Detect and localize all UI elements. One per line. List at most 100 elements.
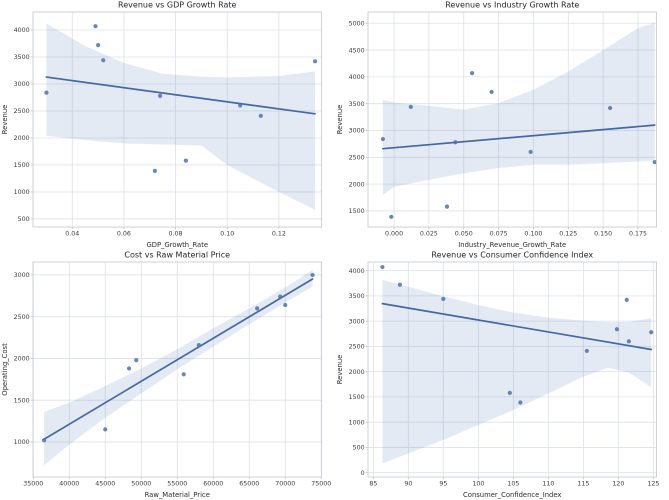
- x-tick-label: 0.175: [628, 231, 646, 238]
- data-point: [41, 438, 47, 443]
- y-tick-label: 4000: [14, 27, 30, 34]
- x-axis-label: Consumer_Confidence_Index: [463, 491, 561, 499]
- data-point: [283, 302, 288, 308]
- data-point: [258, 113, 263, 118]
- y-tick-label: 1500: [14, 162, 30, 169]
- data-point: [238, 103, 243, 108]
- x-tick-label: 0.04: [65, 231, 79, 238]
- data-point: [489, 89, 494, 94]
- data-point: [388, 214, 393, 219]
- y-tick-label: 1500: [348, 394, 364, 401]
- x-tick-label: 60000: [203, 481, 223, 488]
- data-point: [157, 93, 163, 98]
- chart-cell-revenue-vs-industry-growth-rate: 0.000 0.025 0.050 0.075 0.100 0.125 0.150 0.175…: [335, 0, 669, 250]
- chart-cell-revenue-vs-consumer-confidence-index: 85 90 95 100 105 110 115 120 125 0 500 1000 1500 2000…: [335, 250, 669, 500]
- x-axis-label: Industry_Revenue_Growth_Rate: [458, 241, 566, 249]
- chart-cost-vs-raw-material-price: 35000 40000 45000 50000 55000 60000 65000 70000…: [1, 251, 331, 499]
- data-point: [95, 42, 101, 48]
- x-tick-label: 0.06: [117, 231, 131, 238]
- data-point: [648, 330, 653, 335]
- plot-area: [33, 12, 322, 227]
- x-tick-label: 0.125: [559, 231, 577, 238]
- data-point: [152, 168, 158, 174]
- x-axis-label: Raw_Material_Price: [145, 491, 210, 499]
- x-tick-label: 55000: [167, 481, 187, 488]
- chart-title: Revenue vs GDP Growth Rate: [118, 1, 236, 10]
- data-point: [624, 297, 629, 302]
- data-point: [44, 90, 49, 95]
- data-point: [310, 272, 315, 278]
- y-axis-label: Revenue: [335, 105, 343, 135]
- chart-title: Revenue vs Industry Growth Rate: [445, 1, 579, 10]
- chart-title: Revenue vs Consumer Confidence Index: [431, 251, 593, 260]
- x-tick-label: 0.100: [524, 231, 542, 238]
- data-point: [452, 140, 457, 145]
- x-tick-label: 40000: [59, 481, 79, 488]
- data-point: [196, 342, 201, 348]
- plot-border: [367, 261, 657, 478]
- chart-cell-revenue-vs-gdp-growth-rate: 0.04 0.06 0.08 0.10 0.12 500 1000 1500 2000 2500 3…: [0, 0, 335, 250]
- data-point: [614, 327, 619, 332]
- data-point: [507, 390, 512, 395]
- x-axis-label: GDP_Growth_Rate: [146, 241, 208, 249]
- x-tick-label: 125: [647, 481, 659, 488]
- y-tick-label: 2500: [348, 154, 364, 161]
- y-tick-label: 2500: [14, 108, 30, 115]
- data-point: [126, 366, 132, 371]
- chart-revenue-vs-consumer-confidence-index: 85 90 95 100 105 110 115 120 125 0 500 1000 1500 2000…: [335, 251, 659, 499]
- data-point: [408, 104, 413, 110]
- y-tick-label: 1500: [348, 208, 364, 215]
- data-point: [440, 296, 445, 301]
- data-point: [626, 339, 631, 344]
- y-tick-label: 2000: [348, 369, 364, 376]
- regression-line: [381, 124, 656, 150]
- y-tick-label: 4000: [348, 74, 364, 81]
- data-point: [181, 372, 186, 377]
- data-point: [584, 348, 589, 354]
- confidence-band: [46, 23, 316, 210]
- y-tick-label: 500: [352, 445, 364, 452]
- y-tick-label: 2500: [348, 344, 364, 351]
- plot-area: [367, 262, 656, 477]
- data-point: [312, 59, 318, 64]
- chart-revenue-vs-industry-growth-rate: 0.000 0.025 0.050 0.075 0.100 0.125 0.150 0.175…: [335, 1, 657, 249]
- x-tick-label: 0.12: [272, 231, 286, 238]
- y-tick-label: 1000: [348, 419, 364, 426]
- regression-line: [43, 278, 314, 441]
- data-point: [652, 160, 657, 165]
- x-tick-label: 100: [472, 481, 484, 488]
- y-tick-label: 1500: [14, 397, 30, 404]
- y-tick-label: 3500: [14, 54, 30, 61]
- x-tick-label: 110: [542, 481, 554, 488]
- y-axis-label: Revenue: [1, 105, 9, 135]
- x-tick-label: 0.150: [594, 231, 612, 238]
- y-tick-label: 1000: [14, 439, 30, 446]
- x-tick-label: 0.050: [454, 231, 472, 238]
- x-tick-label: 85: [369, 481, 377, 488]
- y-tick-label: 1000: [14, 189, 30, 196]
- x-tick-label: 105: [507, 481, 519, 488]
- x-tick-label: 75000: [311, 481, 331, 488]
- y-tick-label: 3000: [14, 81, 30, 88]
- y-axis-label: Revenue: [335, 355, 343, 385]
- data-point: [93, 24, 98, 29]
- x-tick-label: 120: [612, 481, 624, 488]
- x-tick-label: 0.08: [169, 231, 183, 238]
- plot-area: [367, 12, 656, 227]
- x-tick-label: 95: [439, 481, 447, 488]
- y-tick-label: 2000: [14, 356, 30, 363]
- chart-revenue-vs-gdp-growth-rate: 0.04 0.06 0.08 0.10 0.12 500 1000 1500 2000 2500 3…: [1, 1, 322, 249]
- x-tick-label: 70000: [275, 481, 295, 488]
- data-point: [278, 294, 283, 299]
- x-tick-label: 0.000: [385, 231, 403, 238]
- data-point: [103, 427, 108, 432]
- confidence-band: [382, 22, 655, 195]
- y-tick-label: 5000: [348, 20, 364, 27]
- plot-border: [32, 11, 322, 228]
- data-point: [255, 306, 260, 311]
- x-tick-label: 90: [404, 481, 412, 488]
- data-point: [517, 400, 522, 405]
- y-tick-label: 3500: [348, 293, 364, 300]
- y-tick-label: 4000: [348, 268, 364, 275]
